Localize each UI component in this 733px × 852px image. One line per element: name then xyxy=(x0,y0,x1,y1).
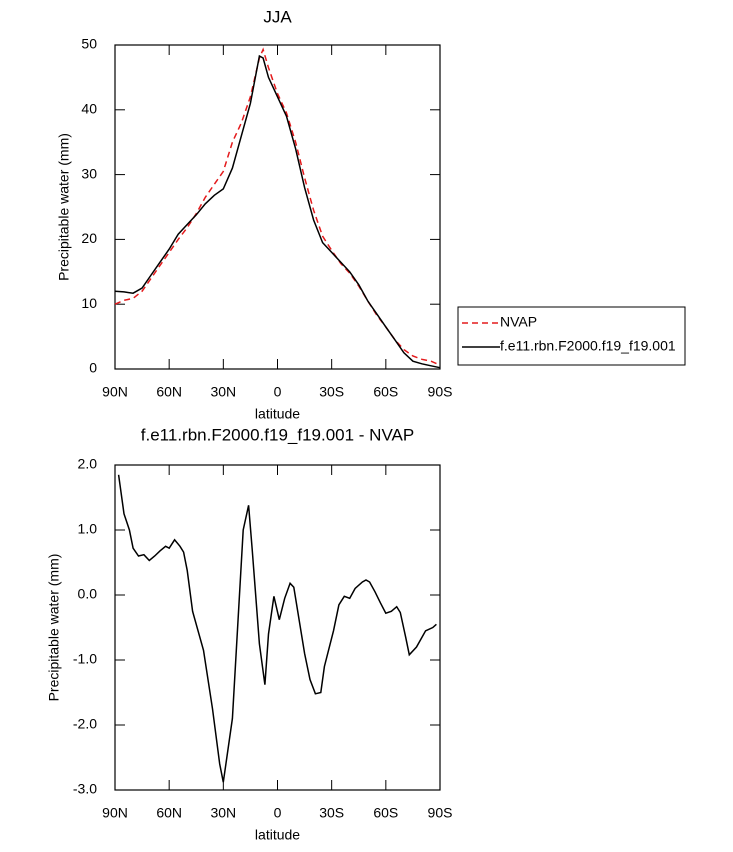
y-tick-label: 10 xyxy=(81,295,97,311)
chart-title: f.e11.rbn.F2000.f19_f19.001 - NVAP xyxy=(141,425,414,444)
chart-title: JJA xyxy=(263,7,292,26)
plot-frame xyxy=(114,44,441,370)
x-tick-label: 30N xyxy=(210,805,236,821)
y-tick-label: 0 xyxy=(89,360,97,376)
legend-label: f.e11.rbn.F2000.f19_f19.001 xyxy=(500,338,676,354)
x-tick-label: 60S xyxy=(373,805,398,821)
x-tick-label: 60N xyxy=(156,384,182,400)
y-tick-label: 30 xyxy=(81,165,97,181)
y-tick-label: 2.0 xyxy=(78,456,98,472)
data-line xyxy=(114,47,441,366)
x-axis-label: latitude xyxy=(255,406,300,422)
x-tick-label: 30S xyxy=(319,805,344,821)
plot-frame xyxy=(114,464,441,791)
x-tick-label: 60S xyxy=(373,384,398,400)
x-tick-label: 30N xyxy=(210,384,236,400)
x-tick-label: 90N xyxy=(102,384,128,400)
x-tick-label: 90S xyxy=(428,805,453,821)
data-line xyxy=(114,54,441,369)
x-tick-label: 60N xyxy=(156,805,182,821)
y-tick-label: 1.0 xyxy=(78,521,98,537)
x-tick-label: 90S xyxy=(428,384,453,400)
x-tick-label: 0 xyxy=(274,805,282,821)
y-tick-label: 40 xyxy=(81,101,97,117)
y-tick-label: 50 xyxy=(81,36,97,52)
y-axis-label: Precipitable water (mm) xyxy=(46,554,62,702)
x-tick-label: 0 xyxy=(274,384,282,400)
y-tick-label: 20 xyxy=(81,230,97,246)
legend-label: NVAP xyxy=(500,314,537,330)
x-tick-label: 90N xyxy=(102,805,128,821)
y-tick-label: -3.0 xyxy=(73,781,97,797)
y-tick-label: -1.0 xyxy=(73,651,97,667)
x-tick-label: 30S xyxy=(319,384,344,400)
y-tick-label: 0.0 xyxy=(78,586,98,602)
legend-box xyxy=(457,306,686,366)
y-tick-label: -2.0 xyxy=(73,716,97,732)
y-axis-label: Precipitable water (mm) xyxy=(56,133,72,281)
x-axis-label: latitude xyxy=(255,827,300,843)
data-line xyxy=(117,474,437,783)
